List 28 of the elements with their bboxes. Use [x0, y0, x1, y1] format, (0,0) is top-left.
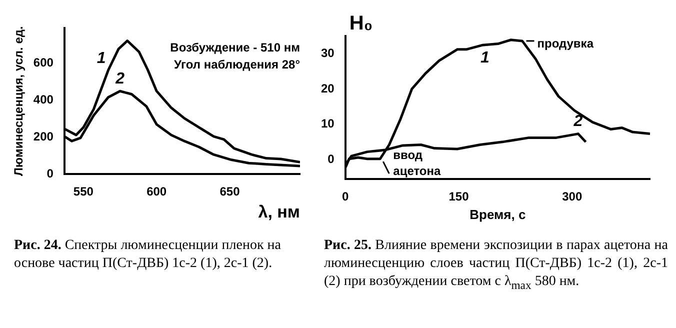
text: Рис. 24. Спектры люминесценции пленок на основе частиц П(Ст-ДВБ) 1с-2 (1), 2с-1 (2). — [13, 237, 282, 273]
annotation: Угол наблюдения 28° — [174, 57, 300, 72]
annotation: Возбуждение - 510 нм — [170, 40, 300, 54]
series-label: 2 — [572, 113, 583, 130]
series-label: 2 — [114, 70, 125, 88]
y-tick-label: 200 — [33, 130, 54, 144]
y-tick-label: 400 — [33, 92, 54, 106]
x-tick-label: 550 — [73, 184, 94, 199]
y-tick-label: 600 — [33, 55, 54, 70]
x-tick-label: 650 — [220, 184, 240, 199]
y-axis-title: H₀ — [349, 12, 373, 35]
series-label: 1 — [480, 49, 490, 66]
x-tick-label: 150 — [448, 190, 470, 204]
annotation: продувка — [537, 36, 594, 50]
x-tick-label: 0 — [342, 190, 350, 204]
y-axis-title: Люминесценция, усл. ед. — [12, 26, 26, 176]
x-tick-label: 300 — [562, 190, 582, 204]
y-tick-label: 0 — [328, 152, 335, 166]
y-tick-label: 20 — [320, 81, 335, 96]
x-axis-title: Время, с — [470, 206, 526, 222]
y-tick-label: 0 — [46, 166, 54, 181]
series-label: 1 — [96, 50, 106, 68]
x-axis-title: λ, нм — [258, 202, 300, 222]
annotation: ввод ацетона — [393, 148, 442, 178]
text: Рис. 25. Влияние времени экспозиции в парах ацетона на люминесценцию слоев частиц П(Ст-ДВБ) 1с-2 (1), 2с-1 (2) при возбуждении светом с λ$_{max}$ 580 нм. — [323, 237, 668, 294]
x-tick-label: 600 — [146, 184, 167, 199]
y-tick-label: 30 — [320, 46, 335, 60]
y-tick-label: 10 — [320, 116, 335, 131]
